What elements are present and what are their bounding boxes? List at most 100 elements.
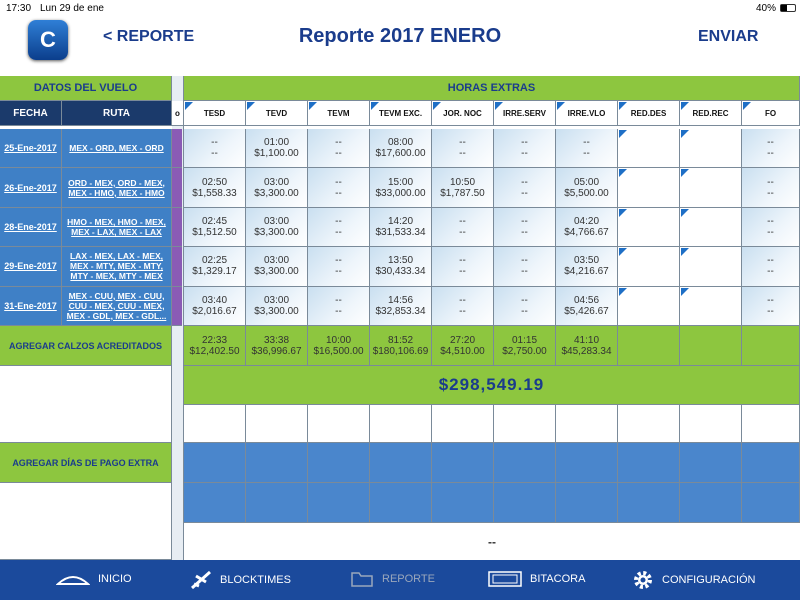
value-cell: 03:00 $3,300.00 xyxy=(246,168,308,208)
edit-icon[interactable] xyxy=(681,287,689,296)
extra-day-cell xyxy=(246,443,308,483)
date-cell[interactable]: 31-Ene-2017 xyxy=(0,286,62,326)
extra-day-cell xyxy=(370,483,432,523)
amount: -- xyxy=(521,187,528,199)
tab-reporte[interactable]: REPORTE xyxy=(350,570,435,588)
hours: 03:00 xyxy=(263,255,290,267)
amount: $45,283.34 xyxy=(561,345,612,357)
edit-icon xyxy=(743,102,751,110)
amount: -- xyxy=(767,148,774,160)
value-cell xyxy=(680,326,742,366)
value-cell: 05:00 $5,500.00 xyxy=(556,168,618,208)
value-cell: -- -- xyxy=(742,247,800,287)
amount: -- xyxy=(583,148,590,160)
value-cell: 03:50 $4,216.67 xyxy=(556,247,618,287)
section-header: DATOS DEL VUELO xyxy=(0,76,172,101)
hours: 02:50 xyxy=(201,176,228,188)
value-cell xyxy=(618,286,680,326)
extra-days-label[interactable]: AGREGAR DÍAS DE PAGO EXTRA xyxy=(0,443,172,483)
value-cell: 33:38 $36,996.67 xyxy=(246,326,308,366)
column-header: TESD xyxy=(184,101,246,126)
hours: 03:00 xyxy=(263,215,290,227)
value-cell: -- -- xyxy=(308,129,370,169)
hours: 05:00 xyxy=(573,176,600,188)
row-marker xyxy=(172,286,182,326)
hours: 22:33 xyxy=(201,334,228,346)
app-icon[interactable]: C xyxy=(28,20,68,60)
tab-bitacora[interactable]: BITACORA xyxy=(488,570,585,588)
hours: 33:38 xyxy=(263,334,290,346)
row-marker xyxy=(172,207,182,248)
hours: -- xyxy=(521,137,528,149)
amount: $5,426.67 xyxy=(564,305,609,317)
column-header: TEVM EXC. xyxy=(370,101,432,126)
tab-inicio[interactable]: INICIO xyxy=(56,572,132,586)
hours: 10:50 xyxy=(449,176,476,188)
edit-icon[interactable] xyxy=(619,169,627,178)
edit-icon xyxy=(371,102,379,110)
value-cell: 03:00 $3,300.00 xyxy=(246,247,308,287)
extra-day-cell xyxy=(432,443,494,483)
route-cell: MEX - ORD, MEX - ORD xyxy=(62,129,172,169)
hours: -- xyxy=(583,137,590,149)
extra-day-cell xyxy=(742,483,800,523)
tab-icon xyxy=(56,576,90,585)
tab-blocktimes[interactable]: BLOCKTIMES xyxy=(190,570,291,590)
edit-icon[interactable] xyxy=(681,208,689,217)
tab-configuracion[interactable]: CONFIGURACIÓN xyxy=(632,569,756,591)
date-cell[interactable]: 25-Ene-2017 xyxy=(0,129,62,169)
tab-label: INICIO xyxy=(98,573,132,585)
value-cell: 14:56 $32,853.34 xyxy=(370,286,432,326)
extra-day-cell xyxy=(246,483,308,523)
value-cell: 08:00 $17,600.00 xyxy=(370,129,432,169)
back-button[interactable]: < REPORTE xyxy=(103,28,195,45)
date-cell[interactable]: 29-Ene-2017 xyxy=(0,247,62,287)
edit-icon[interactable] xyxy=(681,169,689,178)
date-cell[interactable]: 26-Ene-2017 xyxy=(0,168,62,208)
send-button[interactable]: ENVIAR xyxy=(698,28,759,45)
extra-day-cell xyxy=(184,443,246,483)
hours: -- xyxy=(211,137,218,149)
hours: 03:00 xyxy=(263,294,290,306)
status-time: 17:30 xyxy=(6,3,32,14)
extra-day-cell xyxy=(618,483,680,523)
column-header: TEVM xyxy=(308,101,370,126)
value-cell: -- -- xyxy=(494,286,556,326)
edit-icon xyxy=(247,102,255,110)
amount: $33,000.00 xyxy=(375,187,426,199)
value-cell: -- -- xyxy=(494,168,556,208)
amount: -- xyxy=(767,266,774,278)
value-cell: -- -- xyxy=(742,207,800,248)
hours: -- xyxy=(767,255,774,267)
hours: -- xyxy=(335,255,342,267)
date-cell[interactable]: 28-Ene-2017 xyxy=(0,207,62,248)
amount: $16,500.00 xyxy=(313,345,364,357)
hours: -- xyxy=(335,176,342,188)
tab-icon xyxy=(488,571,522,587)
value-cell xyxy=(680,247,742,287)
hours: 13:50 xyxy=(387,255,414,267)
value-cell: -- -- xyxy=(742,168,800,208)
edit-icon[interactable] xyxy=(619,248,627,257)
edit-icon[interactable] xyxy=(681,130,689,138)
edit-icon[interactable] xyxy=(681,248,689,257)
edit-icon xyxy=(309,102,317,110)
edit-icon xyxy=(185,102,193,110)
edit-icon[interactable] xyxy=(619,287,627,296)
value-cell: -- -- xyxy=(432,207,494,248)
empty-cell xyxy=(680,405,742,443)
edit-icon[interactable] xyxy=(619,130,627,138)
amount: -- xyxy=(459,148,466,160)
amount: $4,510.00 xyxy=(440,345,485,357)
totals-label[interactable]: AGREGAR CALZOS ACREDITADOS xyxy=(0,326,172,366)
edit-icon[interactable] xyxy=(619,208,627,217)
grand-total: $298,549.19 xyxy=(184,366,800,405)
extra-day-cell xyxy=(494,483,556,523)
column-header: JOR. NOC xyxy=(432,101,494,126)
value-cell: 02:50 $1,558.33 xyxy=(184,168,246,208)
value-cell xyxy=(680,129,742,169)
column-header: RED.REC xyxy=(680,101,742,126)
bottom-value: -- xyxy=(184,523,800,560)
value-cell: 02:45 $1,512.50 xyxy=(184,207,246,248)
